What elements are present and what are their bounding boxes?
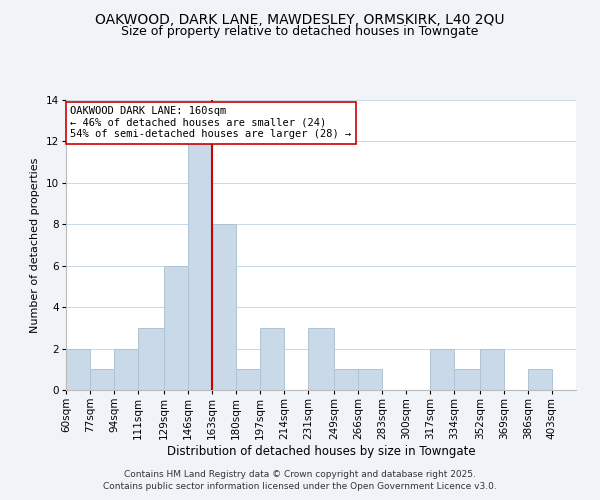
Bar: [164, 266, 188, 390]
Bar: [66, 348, 90, 390]
Bar: [212, 224, 236, 390]
X-axis label: Distribution of detached houses by size in Towngate: Distribution of detached houses by size …: [167, 444, 475, 458]
Bar: [90, 370, 114, 390]
Bar: [138, 328, 164, 390]
Bar: [528, 370, 552, 390]
Bar: [479, 348, 504, 390]
Text: OAKWOOD, DARK LANE, MAWDESLEY, ORMSKIRK, L40 2QU: OAKWOOD, DARK LANE, MAWDESLEY, ORMSKIRK,…: [95, 12, 505, 26]
Bar: [430, 348, 454, 390]
Bar: [188, 142, 212, 390]
Y-axis label: Number of detached properties: Number of detached properties: [30, 158, 40, 332]
Bar: [334, 370, 358, 390]
Bar: [260, 328, 284, 390]
Text: Contains HM Land Registry data © Crown copyright and database right 2025.: Contains HM Land Registry data © Crown c…: [124, 470, 476, 479]
Bar: [236, 370, 260, 390]
Bar: [308, 328, 334, 390]
Bar: [454, 370, 479, 390]
Text: Size of property relative to detached houses in Towngate: Size of property relative to detached ho…: [121, 25, 479, 38]
Text: OAKWOOD DARK LANE: 160sqm
← 46% of detached houses are smaller (24)
54% of semi-: OAKWOOD DARK LANE: 160sqm ← 46% of detac…: [70, 106, 352, 140]
Bar: [114, 348, 138, 390]
Text: Contains public sector information licensed under the Open Government Licence v3: Contains public sector information licen…: [103, 482, 497, 491]
Bar: [358, 370, 382, 390]
